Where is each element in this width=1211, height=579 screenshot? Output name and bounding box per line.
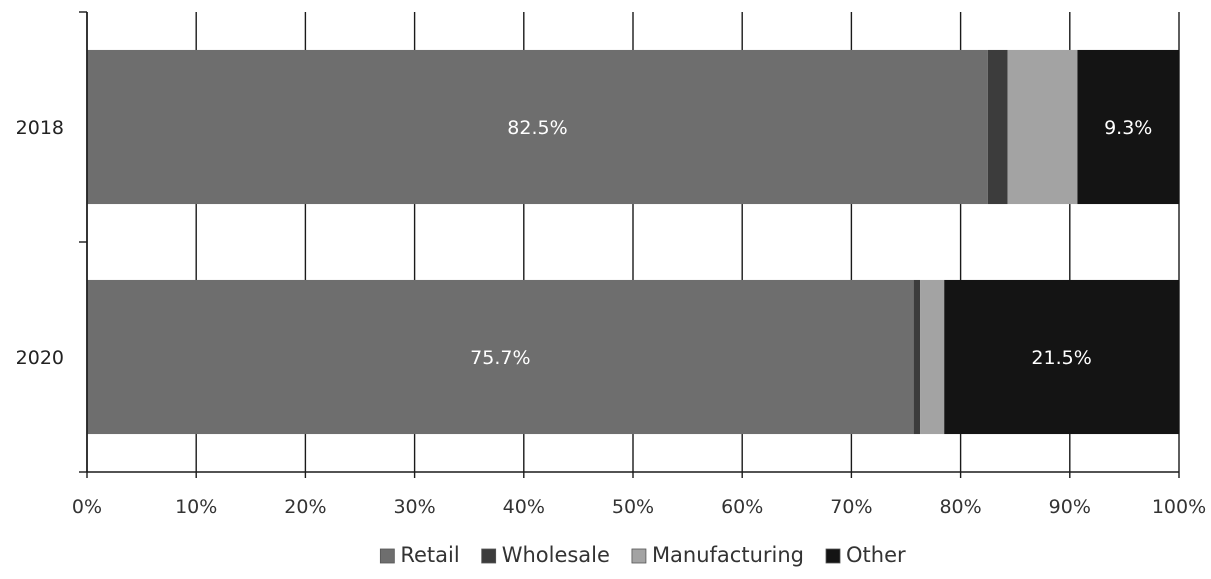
bar-2018-manufacturing	[1007, 49, 1078, 205]
legend-label-other: Other	[846, 543, 906, 567]
x-tick-label-3: 30%	[393, 496, 435, 518]
x-tick-label-5: 50%	[612, 496, 654, 518]
x-tick-label-9: 90%	[1049, 496, 1091, 518]
data-label-2018-retail: 82.5%	[507, 117, 567, 139]
x-tick-label-8: 80%	[939, 496, 981, 518]
legend-item-retail: Retail	[379, 543, 460, 567]
x-tick-label-4: 40%	[503, 496, 545, 518]
legend-item-other: Other	[825, 543, 906, 567]
bar-2020-other	[944, 279, 1179, 435]
legend-label-retail: Retail	[400, 543, 459, 567]
bar-2018-other	[1077, 49, 1179, 205]
x-tick-label-10: 100%	[1152, 496, 1206, 518]
bar-2020-retail	[87, 279, 914, 435]
legend-swatch-other	[825, 548, 841, 564]
legend-item-manufacturing: Manufacturing	[631, 543, 804, 567]
axes: 0% 10% 20% 30% 40% 50% 60% 70% 80% 90% 100% 2018 202…	[16, 11, 1206, 518]
bar-2020-wholesale	[913, 279, 921, 435]
data-label-2018-other: 9.3%	[1104, 117, 1152, 139]
bar-2020-manufacturing	[920, 279, 945, 435]
x-tick-label-0: 0%	[72, 496, 102, 518]
legend-label-wholesale: Wholesale	[502, 543, 610, 567]
legend-swatch-manufacturing	[631, 548, 647, 564]
x-tick-label-6: 60%	[721, 496, 763, 518]
x-tick-label-1: 10%	[175, 496, 217, 518]
x-tick-label-7: 70%	[830, 496, 872, 518]
legend-swatch-wholesale	[481, 548, 497, 564]
legend: Retail Wholesale Manufacturing Other	[379, 543, 906, 567]
category-label-2018: 2018	[16, 117, 64, 139]
category-label-2020: 2020	[16, 347, 64, 369]
legend-swatch-retail	[379, 548, 395, 564]
legend-label-manufacturing: Manufacturing	[652, 543, 804, 567]
x-tick-label-2: 20%	[284, 496, 326, 518]
data-label-2020-other: 21.5%	[1031, 347, 1091, 369]
bar-2018-retail	[87, 49, 988, 205]
legend-item-wholesale: Wholesale	[481, 543, 610, 567]
bar-2018-wholesale	[987, 49, 1008, 205]
data-label-2020-retail: 75.7%	[470, 347, 530, 369]
bars: 82.5% 9.3% 75.7% 21.5%	[87, 49, 1179, 435]
